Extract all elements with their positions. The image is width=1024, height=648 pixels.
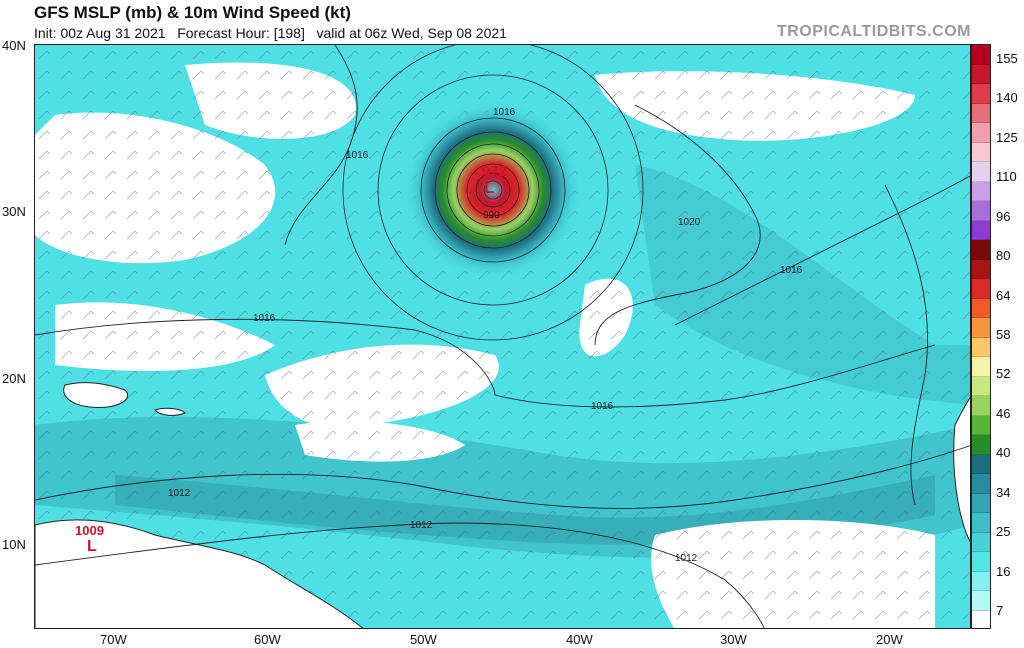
colorbar-label: 52 (996, 366, 1011, 381)
isobar-label: 1016 (591, 401, 614, 412)
map-canvas (35, 45, 970, 628)
hispaniola-land (63, 382, 128, 409)
colorbar-swatch (972, 298, 990, 318)
lon-label-50w: 50W (410, 632, 437, 647)
weather-map: 972 L 990 1009 L 1016 1016 1016 1020 101… (34, 44, 971, 629)
south-low-symbol: L (87, 538, 97, 555)
lat-label-20n: 20N (2, 371, 26, 386)
isobar (434, 131, 552, 249)
colorbar-swatch (972, 591, 990, 611)
colorbar-swatch (972, 45, 990, 65)
colorbar-swatch (972, 513, 990, 533)
colorbar-label: 155 (996, 51, 1018, 66)
lat-label-30n: 30N (2, 204, 26, 219)
lon-label-70w: 70W (100, 632, 127, 647)
isobar (483, 180, 503, 200)
isobar (446, 143, 540, 237)
south-low-pressure: 1009 (75, 523, 104, 538)
colorbar-label: 58 (996, 327, 1011, 342)
colorbar-swatch (972, 357, 990, 377)
storm-wind-field (403, 100, 583, 280)
storm-isobar-label: 990 (483, 210, 500, 221)
colorbar-swatch (972, 103, 990, 123)
isobar (456, 153, 530, 227)
colorbar-swatch (972, 279, 990, 299)
colorbar-swatch (972, 571, 990, 591)
isobar-1016 (35, 318, 936, 408)
isobar (466, 163, 520, 217)
isobar-label: 1020 (678, 217, 701, 228)
colorbar-label: 40 (996, 445, 1011, 460)
isobar-label: 1016 (780, 265, 803, 276)
colorbar-swatch (972, 552, 990, 572)
colorbar-swatch (972, 610, 990, 628)
africa-coast-land (953, 397, 970, 543)
colorbar-label: 16 (996, 564, 1011, 579)
colorbar-label: 25 (996, 524, 1011, 539)
isobar-1012 (35, 445, 970, 509)
lat-label-40n: 40N (2, 38, 26, 53)
isobar-label: 1012 (168, 488, 191, 499)
colorbar-label: 96 (996, 209, 1011, 224)
colorbar-swatch (972, 376, 990, 396)
colorbar-swatch (972, 142, 990, 162)
storm-central-pressure: 972 (482, 163, 508, 180)
colorbar-swatch (972, 123, 990, 143)
lon-label-20w: 20W (876, 632, 903, 647)
colorbar-swatch (972, 396, 990, 416)
colorbar-swatch (972, 435, 990, 455)
colorbar-swatch (972, 318, 990, 338)
colorbar-swatch (972, 415, 990, 435)
colorbar-swatch (972, 240, 990, 260)
isobar-outer (342, 45, 644, 341)
colorbar-label: 64 (996, 288, 1011, 303)
colorbar-swatch (972, 454, 990, 474)
colorbar-swatch (972, 201, 990, 221)
lon-label-60w: 60W (254, 632, 281, 647)
isobar-1016-north (284, 45, 358, 246)
storm-low-symbol: L (484, 178, 495, 197)
colorbar-label: 7 (996, 603, 1004, 618)
isobar (420, 117, 566, 263)
colorbar-label: 34 (996, 485, 1011, 500)
isobar-label: 1016 (346, 150, 369, 161)
colorbar-cells (972, 45, 990, 628)
puerto-rico-land (154, 407, 186, 416)
isobar (475, 172, 511, 208)
isobar (377, 74, 609, 306)
lon-label-30w: 30W (720, 632, 747, 647)
lat-label-10n: 10N (2, 537, 26, 552)
colorbar-swatch (972, 259, 990, 279)
colorbar-label: 125 (996, 130, 1018, 145)
colorbar-swatch (972, 532, 990, 552)
colorbar-label: 140 (996, 90, 1018, 105)
lon-label-40w: 40W (566, 632, 593, 647)
south-america-land (35, 519, 364, 628)
isobar-label: 1012 (675, 553, 698, 564)
brand-watermark: TROPICALTIDBITS.COM (776, 23, 971, 40)
colorbar-label: 80 (996, 248, 1011, 263)
isobar-1020 (594, 104, 761, 346)
colorbar-label: 46 (996, 406, 1011, 421)
map-subtitle: Init: 00z Aug 31 2021 Forecast Hour: [19… (34, 25, 507, 41)
colorbar-swatch (972, 162, 990, 182)
isobar-label: 1016 (253, 313, 276, 324)
isobar-1016-far-east (884, 184, 929, 506)
isobar-1016-east (674, 175, 970, 326)
colorbar-swatch (972, 64, 990, 84)
isobar-label: 1012 (410, 520, 433, 531)
colorbar-swatch (972, 337, 990, 357)
colorbar-swatch (972, 220, 990, 240)
colorbar-swatch (972, 474, 990, 494)
colorbar-swatch (972, 493, 990, 513)
isobar-1012-south (35, 522, 765, 628)
wind-speed-colorbar (971, 44, 991, 629)
colorbar-label: 110 (996, 169, 1017, 184)
colorbar-swatch (972, 84, 990, 104)
map-title: GFS MSLP (mb) & 10m Wind Speed (kt) (34, 3, 351, 22)
isobar-label: 1016 (493, 107, 516, 118)
colorbar-swatch (972, 181, 990, 201)
